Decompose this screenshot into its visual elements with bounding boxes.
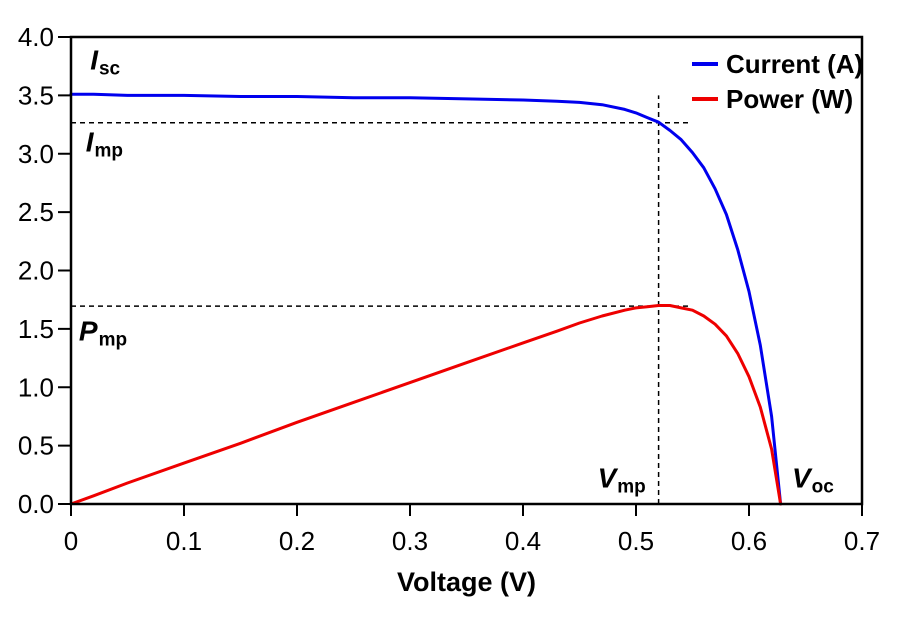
y-tick-label: 3.0	[18, 139, 54, 169]
y-tick-label: 1.5	[18, 314, 54, 344]
y-tick-label: 0.0	[18, 489, 54, 519]
pmp-label: Pmp	[79, 316, 127, 351]
imp-label: Imp	[86, 126, 123, 161]
y-tick-label: 2.5	[18, 197, 54, 227]
y-tick-label: 3.5	[18, 80, 54, 110]
x-tick-label: 0.3	[392, 526, 428, 556]
y-tick-label: 1.0	[18, 372, 54, 402]
x-tick-label: 0.7	[844, 526, 880, 556]
power-curve	[69, 304, 783, 506]
vmp-label: Vmp	[598, 463, 646, 498]
current-curve	[69, 92, 783, 506]
legend-label-current: Current (A)	[726, 49, 863, 79]
x-tick-label: 0.5	[618, 526, 654, 556]
isc-label: Isc	[90, 45, 120, 80]
x-tick-label: 0.6	[731, 526, 767, 556]
legend-label-power: Power (W)	[726, 84, 853, 114]
x-axis-title: Voltage (V)	[397, 567, 536, 597]
y-tick-label: 4.0	[18, 22, 54, 52]
x-tick-label: 0.2	[279, 526, 315, 556]
y-tick-label: 2.0	[18, 256, 54, 286]
y-tick-label: 0.5	[18, 431, 54, 461]
x-tick-label: 0.4	[505, 526, 541, 556]
x-tick-label: 0	[64, 526, 78, 556]
x-tick-label: 0.1	[166, 526, 202, 556]
voc-label: Voc	[792, 463, 834, 498]
